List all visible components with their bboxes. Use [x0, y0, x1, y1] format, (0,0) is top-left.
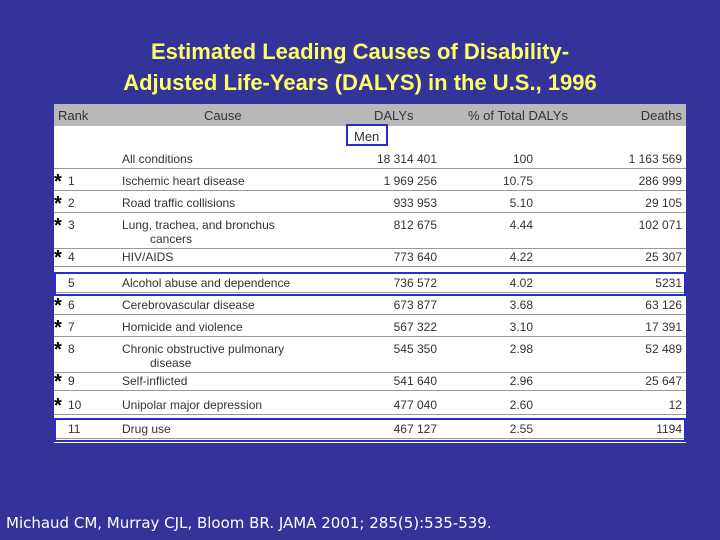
cell-dalys: 773 640 [393, 250, 437, 264]
cell-cause: Alcohol abuse and dependence [122, 276, 291, 290]
cell-dalys: 933 953 [393, 196, 437, 210]
cell-pct: 2.60 [509, 398, 533, 412]
highlight-box-row-11 [54, 418, 686, 442]
cell-dalys: 812 675 [393, 218, 437, 232]
star-marker: * [54, 317, 62, 339]
star-marker: * [54, 215, 62, 237]
cell-cause: Self-inflicted [122, 374, 188, 388]
row-divider [54, 390, 686, 391]
cell-pct: 4.02 [509, 276, 533, 290]
cell-deaths: 29 105 [645, 196, 682, 210]
star-marker: * [54, 295, 62, 317]
cell-deaths: 102 071 [638, 218, 682, 232]
cell-pct: 5.10 [509, 196, 533, 210]
cell-cause: All conditions [122, 152, 193, 166]
cell-dalys: 567 322 [393, 320, 437, 334]
cell-dalys: 736 572 [393, 276, 437, 290]
cell-rank: 8 [68, 342, 75, 356]
cell-pct: 100 [512, 152, 533, 166]
cell-deaths: 1194 [656, 422, 682, 436]
cell-rank: 9 [68, 374, 75, 388]
cell-deaths: 286 999 [638, 174, 682, 188]
cell-pct: 3.68 [509, 298, 533, 312]
cell-cause-continued: disease [150, 356, 192, 370]
row-divider [54, 292, 686, 293]
dalys-table: Rank Cause DALYs % of Total DALYs Deaths… [54, 104, 686, 443]
row-divider [54, 336, 686, 337]
star-marker: * [54, 171, 62, 193]
cell-pct: 4.22 [509, 250, 533, 264]
cell-cause: Unipolar major depression [122, 398, 263, 412]
cell-cause: Road traffic collisions [122, 196, 236, 210]
cell-dalys: 545 350 [393, 342, 437, 356]
cell-deaths: 52 489 [645, 342, 682, 356]
cell-rank: 11 [68, 422, 81, 436]
title-line-1: Estimated Leading Causes of Disability- [150, 39, 570, 64]
cell-dalys: 1 969 256 [383, 174, 437, 188]
men-label: Men [354, 129, 380, 144]
cell-rank: 10 [68, 398, 82, 412]
title-line-2: Adjusted Life-Years (DALYS) in the U.S.,… [123, 70, 597, 95]
cell-rank: 1 [68, 174, 75, 188]
header-cause: Cause [204, 108, 242, 123]
men-label-box: Men [346, 124, 388, 146]
star-marker: * [54, 193, 62, 215]
row-divider [54, 168, 686, 169]
cell-dalys: 467 127 [393, 422, 437, 436]
cell-pct: 3.10 [509, 320, 533, 334]
cell-deaths: 1 163 569 [628, 152, 682, 166]
cell-cause-continued: cancers [150, 232, 193, 246]
row-divider [54, 248, 686, 249]
cell-deaths: 5231 [655, 276, 682, 290]
header-dalys: DALYs [374, 108, 414, 123]
cell-pct: 2.55 [509, 422, 533, 436]
cell-dalys: 541 640 [393, 374, 437, 388]
slide-title: Estimated Leading Causes of Disability- … [0, 36, 720, 98]
row-divider [54, 190, 686, 191]
cell-cause: Cerebrovascular disease [122, 298, 255, 312]
cell-pct: 4.44 [509, 218, 533, 232]
cell-cause: HIV/AIDS [122, 250, 174, 264]
cell-deaths: 17 391 [645, 320, 682, 334]
cell-cause: Homicide and violence [122, 320, 243, 334]
cell-dalys: 477 040 [393, 398, 437, 412]
cell-rank: 7 [68, 320, 75, 334]
row-divider [54, 372, 686, 373]
cell-rank: 6 [68, 298, 75, 312]
star-marker: * [54, 247, 62, 269]
header-pct: % of Total DALYs [468, 108, 568, 123]
star-marker: * [54, 339, 62, 361]
cell-rank: 5 [68, 276, 75, 290]
cell-rank: 2 [68, 196, 75, 210]
row-divider [54, 314, 686, 315]
star-marker: * [54, 371, 62, 393]
cell-pct: 2.98 [509, 342, 533, 356]
cell-pct: 2.96 [509, 374, 533, 388]
cell-rank: 3 [68, 218, 75, 232]
cell-cause: Lung, trachea, and bronchus [122, 218, 275, 232]
cell-dalys: 18 314 401 [376, 152, 437, 166]
cell-rank: 4 [68, 250, 75, 264]
citation: Michaud CM, Murray CJL, Bloom BR. JAMA 2… [6, 514, 492, 532]
row-divider [54, 438, 686, 439]
cell-deaths: 25 307 [645, 250, 682, 264]
row-divider [54, 414, 686, 415]
cell-pct: 10.75 [502, 174, 533, 188]
header-rank: Rank [58, 108, 89, 123]
cell-dalys: 673 877 [393, 298, 437, 312]
cell-deaths: 25 647 [645, 374, 682, 388]
row-divider [54, 266, 686, 267]
header-deaths: Deaths [640, 108, 682, 123]
row-divider [54, 212, 686, 213]
cell-deaths: 12 [668, 398, 682, 412]
highlight-box-row-5 [54, 272, 686, 296]
table-header: Rank Cause DALYs % of Total DALYs Deaths [54, 104, 686, 126]
star-marker: * [54, 395, 62, 417]
cell-cause: Drug use [122, 422, 171, 436]
cell-deaths: 63 126 [645, 298, 682, 312]
cell-cause: Ischemic heart disease [122, 174, 245, 188]
cell-cause: Chronic obstructive pulmonary [122, 342, 285, 356]
